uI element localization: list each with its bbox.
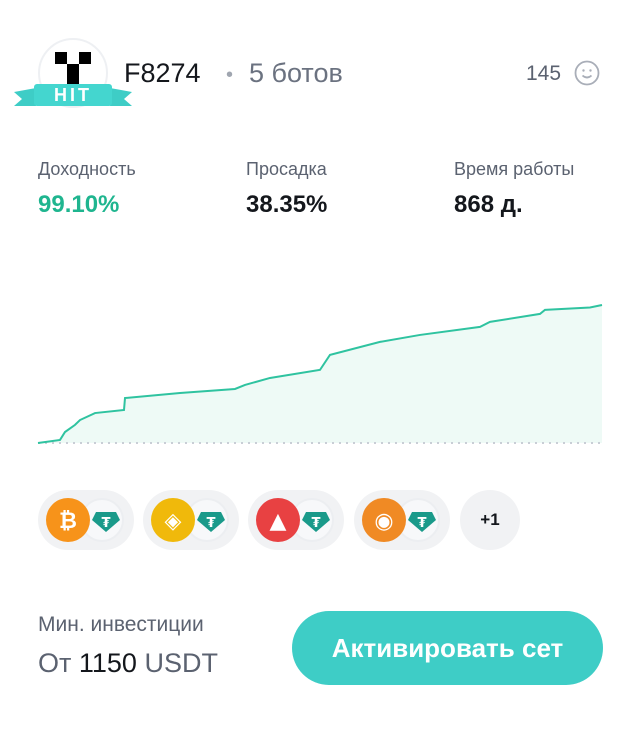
svg-text:₮: ₮ xyxy=(311,516,320,531)
separator: • xyxy=(226,64,234,86)
chart-line xyxy=(37,304,603,444)
min-investment-value: От 1150 USDT xyxy=(38,648,218,679)
pair-chip-floki[interactable]: FLOKI◉ USDT₮ xyxy=(354,490,450,550)
badge-text: HIT xyxy=(54,85,92,105)
floki-icon: FLOKI◉ xyxy=(362,498,406,542)
uptime-value: 868 д. xyxy=(454,191,523,218)
yield-value: 99.10% xyxy=(38,191,120,218)
checker-logo-icon xyxy=(55,52,91,84)
uptime-label: Время работы xyxy=(454,159,575,179)
yield-label: Доходность xyxy=(38,159,136,179)
min-amount: 1150 xyxy=(78,648,137,678)
svg-text:₮: ₮ xyxy=(417,516,426,531)
bitcoin-icon: BTC₿ xyxy=(46,498,90,542)
avalanche-icon: AVAX▲ xyxy=(256,498,300,542)
more-pairs-button[interactable]: +1 xyxy=(460,490,520,550)
svg-text:₮: ₮ xyxy=(206,516,215,531)
yield-chart xyxy=(37,304,603,444)
hit-badge: HIT xyxy=(14,82,132,108)
bot-name: F8274 xyxy=(124,58,201,88)
svg-text:₮: ₮ xyxy=(101,516,110,531)
svg-text:◉: ◉ xyxy=(374,509,393,534)
smile-icon[interactable] xyxy=(574,60,600,86)
svg-text:₿: ₿ xyxy=(59,509,77,534)
tether-icon: USDT₮ xyxy=(185,498,229,542)
min-currency: USDT xyxy=(144,648,218,678)
pair-chip-btc[interactable]: BTC₿ USDT₮ xyxy=(38,490,134,550)
bots-count: 5 ботов xyxy=(249,58,343,88)
drawdown-value: 38.35% xyxy=(246,191,328,218)
min-prefix: От xyxy=(38,648,72,678)
bnb-icon: BNB◈ xyxy=(151,498,195,542)
chart-area xyxy=(38,305,602,443)
pair-chip-bnb[interactable]: BNB◈ USDT₮ xyxy=(143,490,239,550)
likes-count: 145 xyxy=(526,62,562,85)
drawdown-label: Просадка xyxy=(246,159,327,179)
svg-text:◈: ◈ xyxy=(165,509,182,534)
svg-text:▲: ▲ xyxy=(270,509,287,534)
activate-set-button[interactable]: Активировать сет xyxy=(292,611,603,685)
tether-icon: USDT₮ xyxy=(290,498,334,542)
pair-chip-avax[interactable]: AVAX▲ USDT₮ xyxy=(248,490,344,550)
min-investment-label: Мин. инвестиции xyxy=(38,613,204,636)
